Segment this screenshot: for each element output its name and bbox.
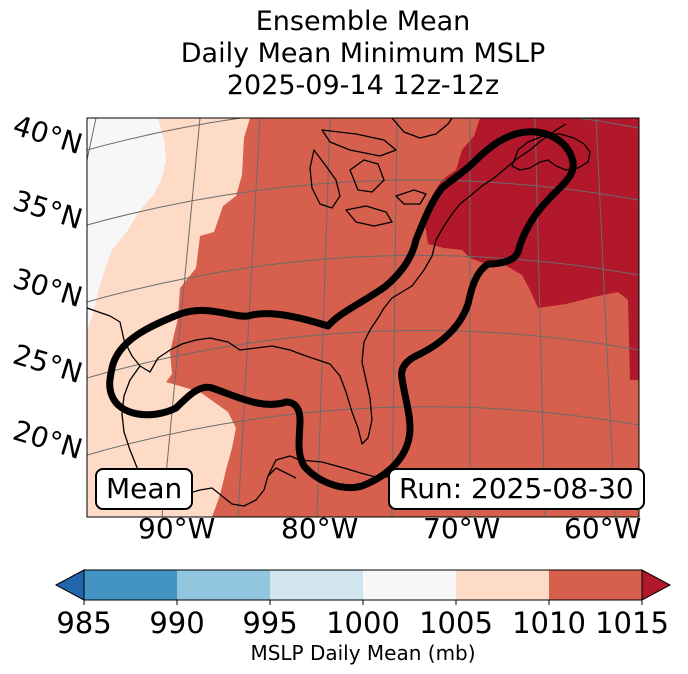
pressure-fill-above-1015: [424, 118, 639, 380]
map-title-line-1: Ensemble Mean: [255, 6, 471, 37]
latitude-gridline-20: [87, 406, 639, 456]
colorbar-tick-1010: 1010: [512, 606, 586, 640]
colorbar-extend-low: [54, 569, 85, 601]
great-lakes-line: [309, 129, 427, 227]
colorbar-tick-marks: [83, 600, 643, 605]
mslp-outline-contour: [106, 128, 577, 492]
colorbar-tick-1005: 1005: [419, 606, 493, 640]
colorbar-segment-990-995: [177, 570, 270, 600]
gulf-coast-line: [87, 123, 567, 445]
yucatan-coast-line: [267, 455, 301, 477]
colorbar-segment-1005-1010: [456, 570, 549, 600]
pressure-fill-1000-1005: [87, 118, 166, 330]
graticule-lines: [87, 118, 639, 517]
colorbar-tick-1015: 1015: [595, 606, 669, 640]
longitude-gridline-95: [87, 118, 97, 161]
mexico-coast-line: [121, 365, 297, 507]
map-title-line-2: Daily Mean Minimum MSLP: [180, 38, 546, 69]
latitude-gridline-25: [87, 330, 639, 379]
map-frame: [86, 117, 640, 518]
longitude-label-70: 70°W: [423, 512, 501, 545]
longitude-label-90: 90°W: [138, 512, 216, 545]
colorbar-extend-high: [641, 569, 672, 601]
colorbar-segment-985-990: [84, 570, 177, 600]
longitude-gridline-65: [534, 118, 546, 517]
colorbar-tick-985: 985: [56, 606, 112, 640]
longitude-gridline-75: [391, 118, 398, 517]
map-title-line-3: 2025-09-14 12z-12z: [226, 70, 500, 101]
colorbar: [54, 569, 672, 605]
map-area: [87, 118, 639, 517]
longitude-gridline-60: [595, 118, 616, 517]
longitude-gridline-90: [161, 118, 201, 517]
latitude-gridline-30: [87, 254, 639, 303]
colorbar-segment-1000-1005: [363, 570, 456, 600]
hudson-bay-line: [391, 118, 453, 139]
mean-label-box: Mean: [95, 468, 194, 510]
longitude-gridline-80: [316, 118, 331, 517]
coastlines: [87, 118, 591, 507]
colorbar-tick-990: 990: [149, 606, 205, 640]
colorbar-tick-995: 995: [242, 606, 298, 640]
longitude-label-60: 60°W: [564, 512, 642, 545]
colorbar-segment-1010-1015: [549, 570, 642, 600]
colorbar-segment-995-1000: [270, 570, 363, 600]
latitude-gridline-40: [87, 118, 639, 151]
longitude-label-80: 80°W: [281, 512, 359, 545]
run-date-box: Run: 2025-08-30: [388, 468, 645, 510]
colorbar-label: MSLP Daily Mean (mb): [250, 641, 476, 665]
colorbar-tick-1000: 1000: [326, 606, 400, 640]
